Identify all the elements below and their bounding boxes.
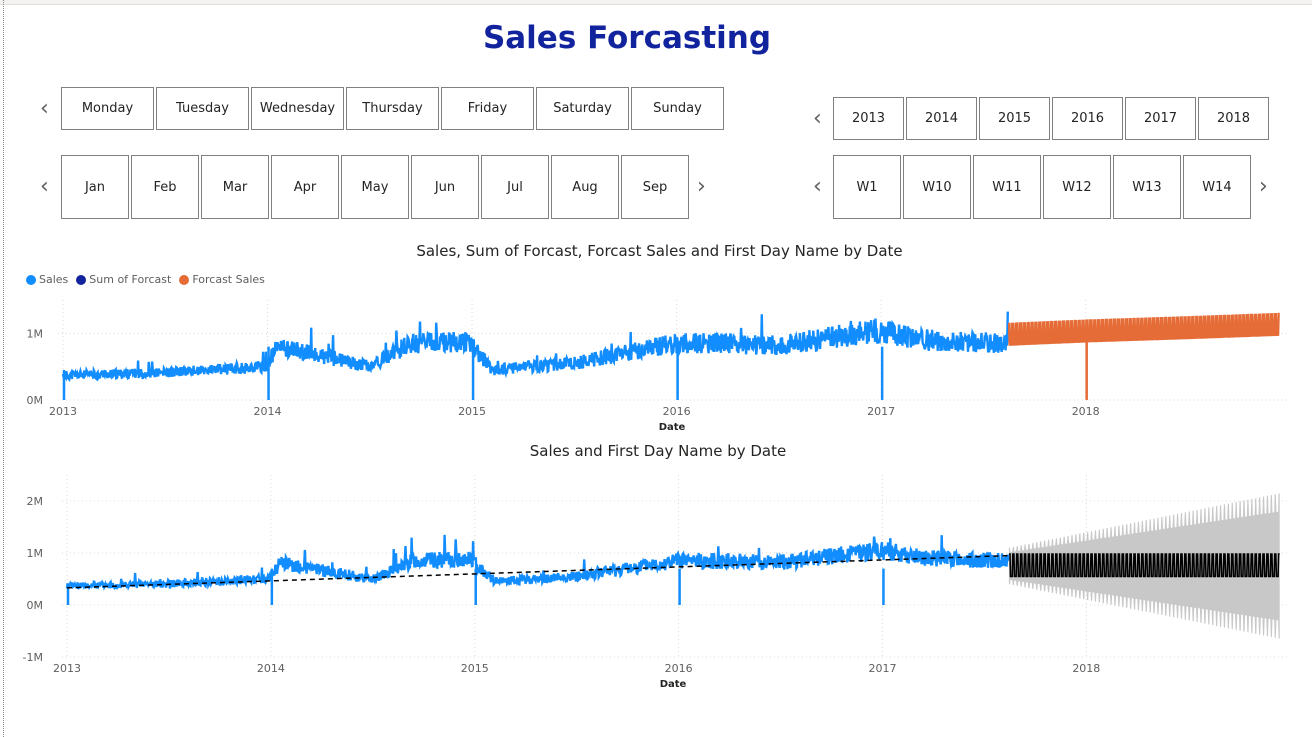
x-tick-label: 2015 [461,662,489,675]
day-tile-monday[interactable]: Monday [61,87,154,130]
month-slicer: Jan Feb Mar Apr May Jun Jul Aug Sep [61,155,689,219]
page-title: Sales Forcasting [0,20,1254,56]
week-tile-w13[interactable]: W13 [1113,155,1181,219]
x-axis-label: Date [659,422,686,433]
sales-line [67,535,1009,589]
x-tick-label: 2013 [49,405,77,418]
x-tick-label: 2016 [665,662,693,675]
legend-dot-sales [26,275,36,285]
month-tile-jan[interactable]: Jan [61,155,129,219]
legend-item-sum-of-forcast[interactable]: Sum of Forcast [76,273,171,286]
chart1-plot[interactable]: 0M 1M 2013 2014 2015 2016 2017 2018 Date [0,290,1312,440]
month-tile-aug[interactable]: Aug [551,155,619,219]
week-tile-w12[interactable]: W12 [1043,155,1111,219]
years-prev-icon[interactable]: ‹ [813,108,822,130]
month-tile-mar[interactable]: Mar [201,155,269,219]
x-axis-label: Date [660,679,687,690]
chart1-legend: Sales Sum of Forcast Forcast Sales [26,273,265,286]
days-prev-icon[interactable]: ‹ [40,98,49,120]
legend-item-forcast-sales[interactable]: Forcast Sales [179,273,265,286]
months-prev-icon[interactable]: ‹ [40,176,49,198]
year-tile-2015[interactable]: 2015 [979,97,1050,140]
year-slicer: 2013 2014 2015 2016 2017 2018 [833,97,1269,140]
x-tick-label: 2016 [663,405,691,418]
day-tile-friday[interactable]: Friday [441,87,534,130]
months-next-icon[interactable]: › [697,176,706,198]
year-tile-2013[interactable]: 2013 [833,97,904,140]
week-tile-w1[interactable]: W1 [833,155,901,219]
day-tile-tuesday[interactable]: Tuesday [156,87,249,130]
week-tile-w11[interactable]: W11 [973,155,1041,219]
weeks-next-icon[interactable]: › [1259,176,1268,198]
chart2-title: Sales and First Day Name by Date [0,442,1312,460]
y-tick-label: 1M [27,327,44,340]
month-tile-sep[interactable]: Sep [621,155,689,219]
top-strip [0,0,1312,5]
year-tile-2016[interactable]: 2016 [1052,97,1123,140]
month-tile-jul[interactable]: Jul [481,155,549,219]
y-tick-label: 1M [27,547,44,560]
day-tile-sunday[interactable]: Sunday [631,87,724,130]
y-tick-label: 0M [27,394,44,407]
y-tick-label: 0M [27,599,44,612]
legend-dot-forcast-sales [179,275,189,285]
week-slicer: W1 W10 W11 W12 W13 W14 [833,155,1251,219]
chart1-title: Sales, Sum of Forcast, Forcast Sales and… [0,242,1312,260]
x-tick-label: 2017 [868,662,896,675]
year-tile-2014[interactable]: 2014 [906,97,977,140]
month-tile-may[interactable]: May [341,155,409,219]
year-tile-2018[interactable]: 2018 [1198,97,1269,140]
legend-label-forcast-sales: Forcast Sales [192,273,265,286]
month-tile-feb[interactable]: Feb [131,155,199,219]
week-tile-w14[interactable]: W14 [1183,155,1251,219]
week-tile-w10[interactable]: W10 [903,155,971,219]
y-tick-label: -1M [23,651,43,664]
legend-dot-sum-of-forcast [76,275,86,285]
year-tile-2017[interactable]: 2017 [1125,97,1196,140]
chart2-plot[interactable]: -1M 0M 1M 2M 2013 2014 2015 2016 2017 2018 Date [0,465,1312,700]
day-tile-saturday[interactable]: Saturday [536,87,629,130]
x-tick-label: 2014 [257,662,285,675]
weeks-prev-icon[interactable]: ‹ [813,176,822,198]
y-tick-label: 2M [27,495,44,508]
legend-item-sales[interactable]: Sales [26,273,68,286]
x-tick-label: 2014 [254,405,282,418]
x-tick-label: 2015 [458,405,486,418]
day-tile-wednesday[interactable]: Wednesday [251,87,344,130]
x-tick-label: 2018 [1072,662,1100,675]
x-tick-label: 2017 [867,405,895,418]
month-tile-apr[interactable]: Apr [271,155,339,219]
legend-label-sales: Sales [39,273,68,286]
sales-line [63,312,1008,380]
forcast-sales-line [1008,314,1280,345]
day-slicer: Monday Tuesday Wednesday Thursday Friday Satu… [61,87,724,130]
month-tile-jun[interactable]: Jun [411,155,479,219]
x-tick-label: 2018 [1072,405,1100,418]
day-tile-thursday[interactable]: Thursday [346,87,439,130]
x-tick-label: 2013 [53,662,81,675]
legend-label-sum-of-forcast: Sum of Forcast [89,273,171,286]
